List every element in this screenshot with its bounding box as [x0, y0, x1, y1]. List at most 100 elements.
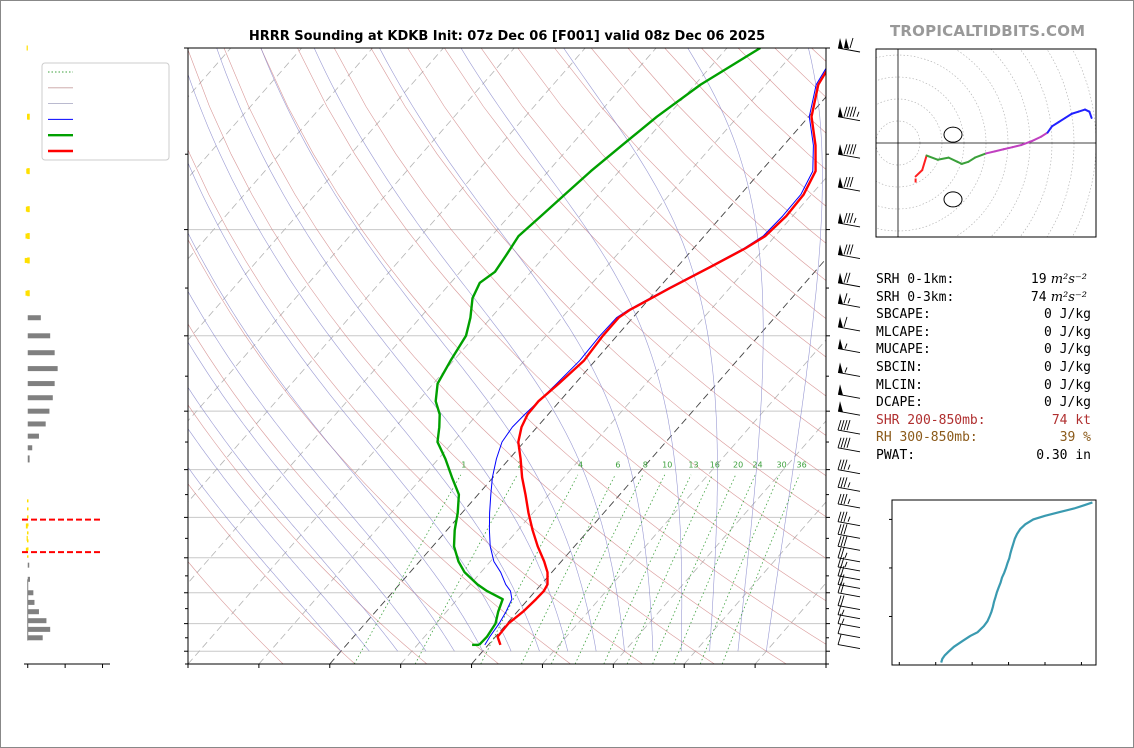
omega-positive-marker	[27, 233, 30, 240]
stat-number: 39 %	[1059, 430, 1091, 446]
pseudo-adiabat	[260, 48, 597, 652]
wind-barb-full	[837, 613, 842, 624]
wind-barb-staff	[837, 633, 861, 639]
stat-number: 19	[1030, 272, 1047, 287]
wind-barb-flag	[838, 244, 843, 256]
mixing-ratio-label: 1	[461, 461, 466, 470]
wind-barb	[837, 565, 861, 581]
wind-barb-full	[840, 511, 845, 522]
wind-barb-half	[847, 464, 851, 470]
skew-t-frame	[187, 47, 827, 665]
wind-barb-flag	[838, 212, 843, 224]
wind-barb-full	[852, 144, 857, 155]
isotherm	[613, 420, 826, 664]
wind-barb	[837, 556, 861, 572]
stat-value: 0 J/kg	[1044, 341, 1091, 359]
pseudo-adiabat	[188, 73, 540, 652]
wind-barb-staff	[837, 584, 861, 589]
stat-row: MLCAPE: 0 J/kg	[876, 324, 1091, 342]
wind-barb-full	[852, 106, 857, 117]
omega-bar	[27, 395, 53, 401]
hodograph-segment	[1077, 108, 1086, 113]
wind-barb-full	[843, 536, 848, 547]
stat-row: MUCAPE: 0 J/kg	[876, 341, 1091, 359]
omega-bar	[27, 445, 33, 451]
wind-barb-half	[853, 217, 857, 224]
wind-barb-full	[837, 582, 842, 593]
mixing-ratio-line	[480, 474, 579, 664]
hodograph-segment	[1070, 110, 1080, 115]
omega-positive-marker	[27, 113, 30, 120]
omega-positive-marker	[27, 206, 30, 213]
wind-barb	[837, 547, 861, 563]
wind-barb-full	[846, 437, 851, 448]
pseudo-adiabat	[687, 48, 764, 652]
hodograph-segment	[1088, 110, 1093, 119]
omega-bar	[27, 562, 30, 568]
wind-barb-flag	[838, 338, 843, 350]
wind-barb-full	[849, 106, 854, 117]
wind-barb-half	[847, 298, 851, 304]
hodograph-segment	[921, 154, 928, 172]
stat-value: 19 m²s⁻²	[1031, 271, 1087, 289]
omega-bar	[25, 547, 28, 553]
wind-barb-flag	[838, 106, 843, 118]
wind-barb-half	[847, 498, 851, 505]
pseudo-adiabat	[188, 341, 427, 652]
wind-barb-full	[837, 524, 842, 535]
stat-value: 0 J/kg	[1044, 377, 1091, 395]
wind-barb-full	[843, 493, 848, 505]
wind-barb-staff	[837, 447, 861, 453]
stat-number: 0 J/kg	[1044, 395, 1091, 411]
hodograph-segment	[1046, 125, 1053, 134]
wind-barb-flag	[838, 316, 843, 328]
stats-table: SRH 0-1km: 19 m²s⁻² SRH 0-3km: 74 m²s⁻² SBCA…	[876, 271, 1091, 465]
dry-adiabat	[333, 48, 826, 559]
dewpoint-profile	[434, 48, 761, 646]
wind-barb	[837, 595, 861, 610]
isotherm	[258, 48, 799, 664]
isotherm	[471, 258, 826, 664]
omega-positive-marker	[27, 168, 30, 175]
theta-e-frame	[891, 499, 1097, 666]
wind-barb	[837, 401, 861, 416]
omega-bar	[27, 618, 47, 624]
pseudo-adiabat	[188, 386, 398, 652]
wind-barb	[837, 604, 861, 620]
wind-barb-full	[837, 477, 842, 488]
wind-barb	[837, 477, 861, 492]
wind-barb-full	[849, 244, 854, 255]
wind-barb	[837, 493, 861, 509]
wind-barb-half	[856, 111, 860, 117]
mixing-ratio-label: 10	[662, 461, 672, 470]
mixing-ratio-line	[603, 474, 692, 664]
wind-barb-full	[846, 244, 851, 255]
wind-barb-full	[843, 419, 848, 431]
hodograph-panel	[875, 48, 1097, 238]
pseudo-adiabat	[766, 48, 823, 652]
wind-barb	[837, 574, 861, 589]
stat-row: SHR 200-850mb: 74 kt	[876, 412, 1091, 430]
wind-barb-half	[847, 482, 851, 488]
omega-bar	[25, 523, 28, 529]
mixing-ratio-label: 24	[752, 461, 762, 470]
wind-barb	[837, 316, 861, 332]
wind-barb-staff	[837, 605, 861, 610]
stat-label: PWAT:	[876, 447, 916, 463]
wind-barb-full	[843, 272, 848, 283]
wind-barb-full	[840, 595, 845, 606]
wind-barb	[837, 536, 861, 551]
dry-adiabat	[188, 483, 356, 664]
mixing-ratio-line	[626, 474, 713, 664]
isotherm	[188, 48, 586, 503]
stat-label: MLCAPE:	[876, 324, 931, 340]
wind-barb-full	[849, 212, 854, 224]
wind-barb-full	[837, 634, 842, 645]
wind-barb-half	[844, 367, 848, 373]
pseudo-adiabat	[460, 48, 683, 652]
stat-number: 74	[1030, 289, 1047, 305]
hodograph-segment	[960, 160, 970, 165]
stat-number: 0 J/kg	[1044, 377, 1091, 393]
wind-barb-full	[837, 419, 842, 431]
hodograph-segment	[1002, 146, 1014, 151]
